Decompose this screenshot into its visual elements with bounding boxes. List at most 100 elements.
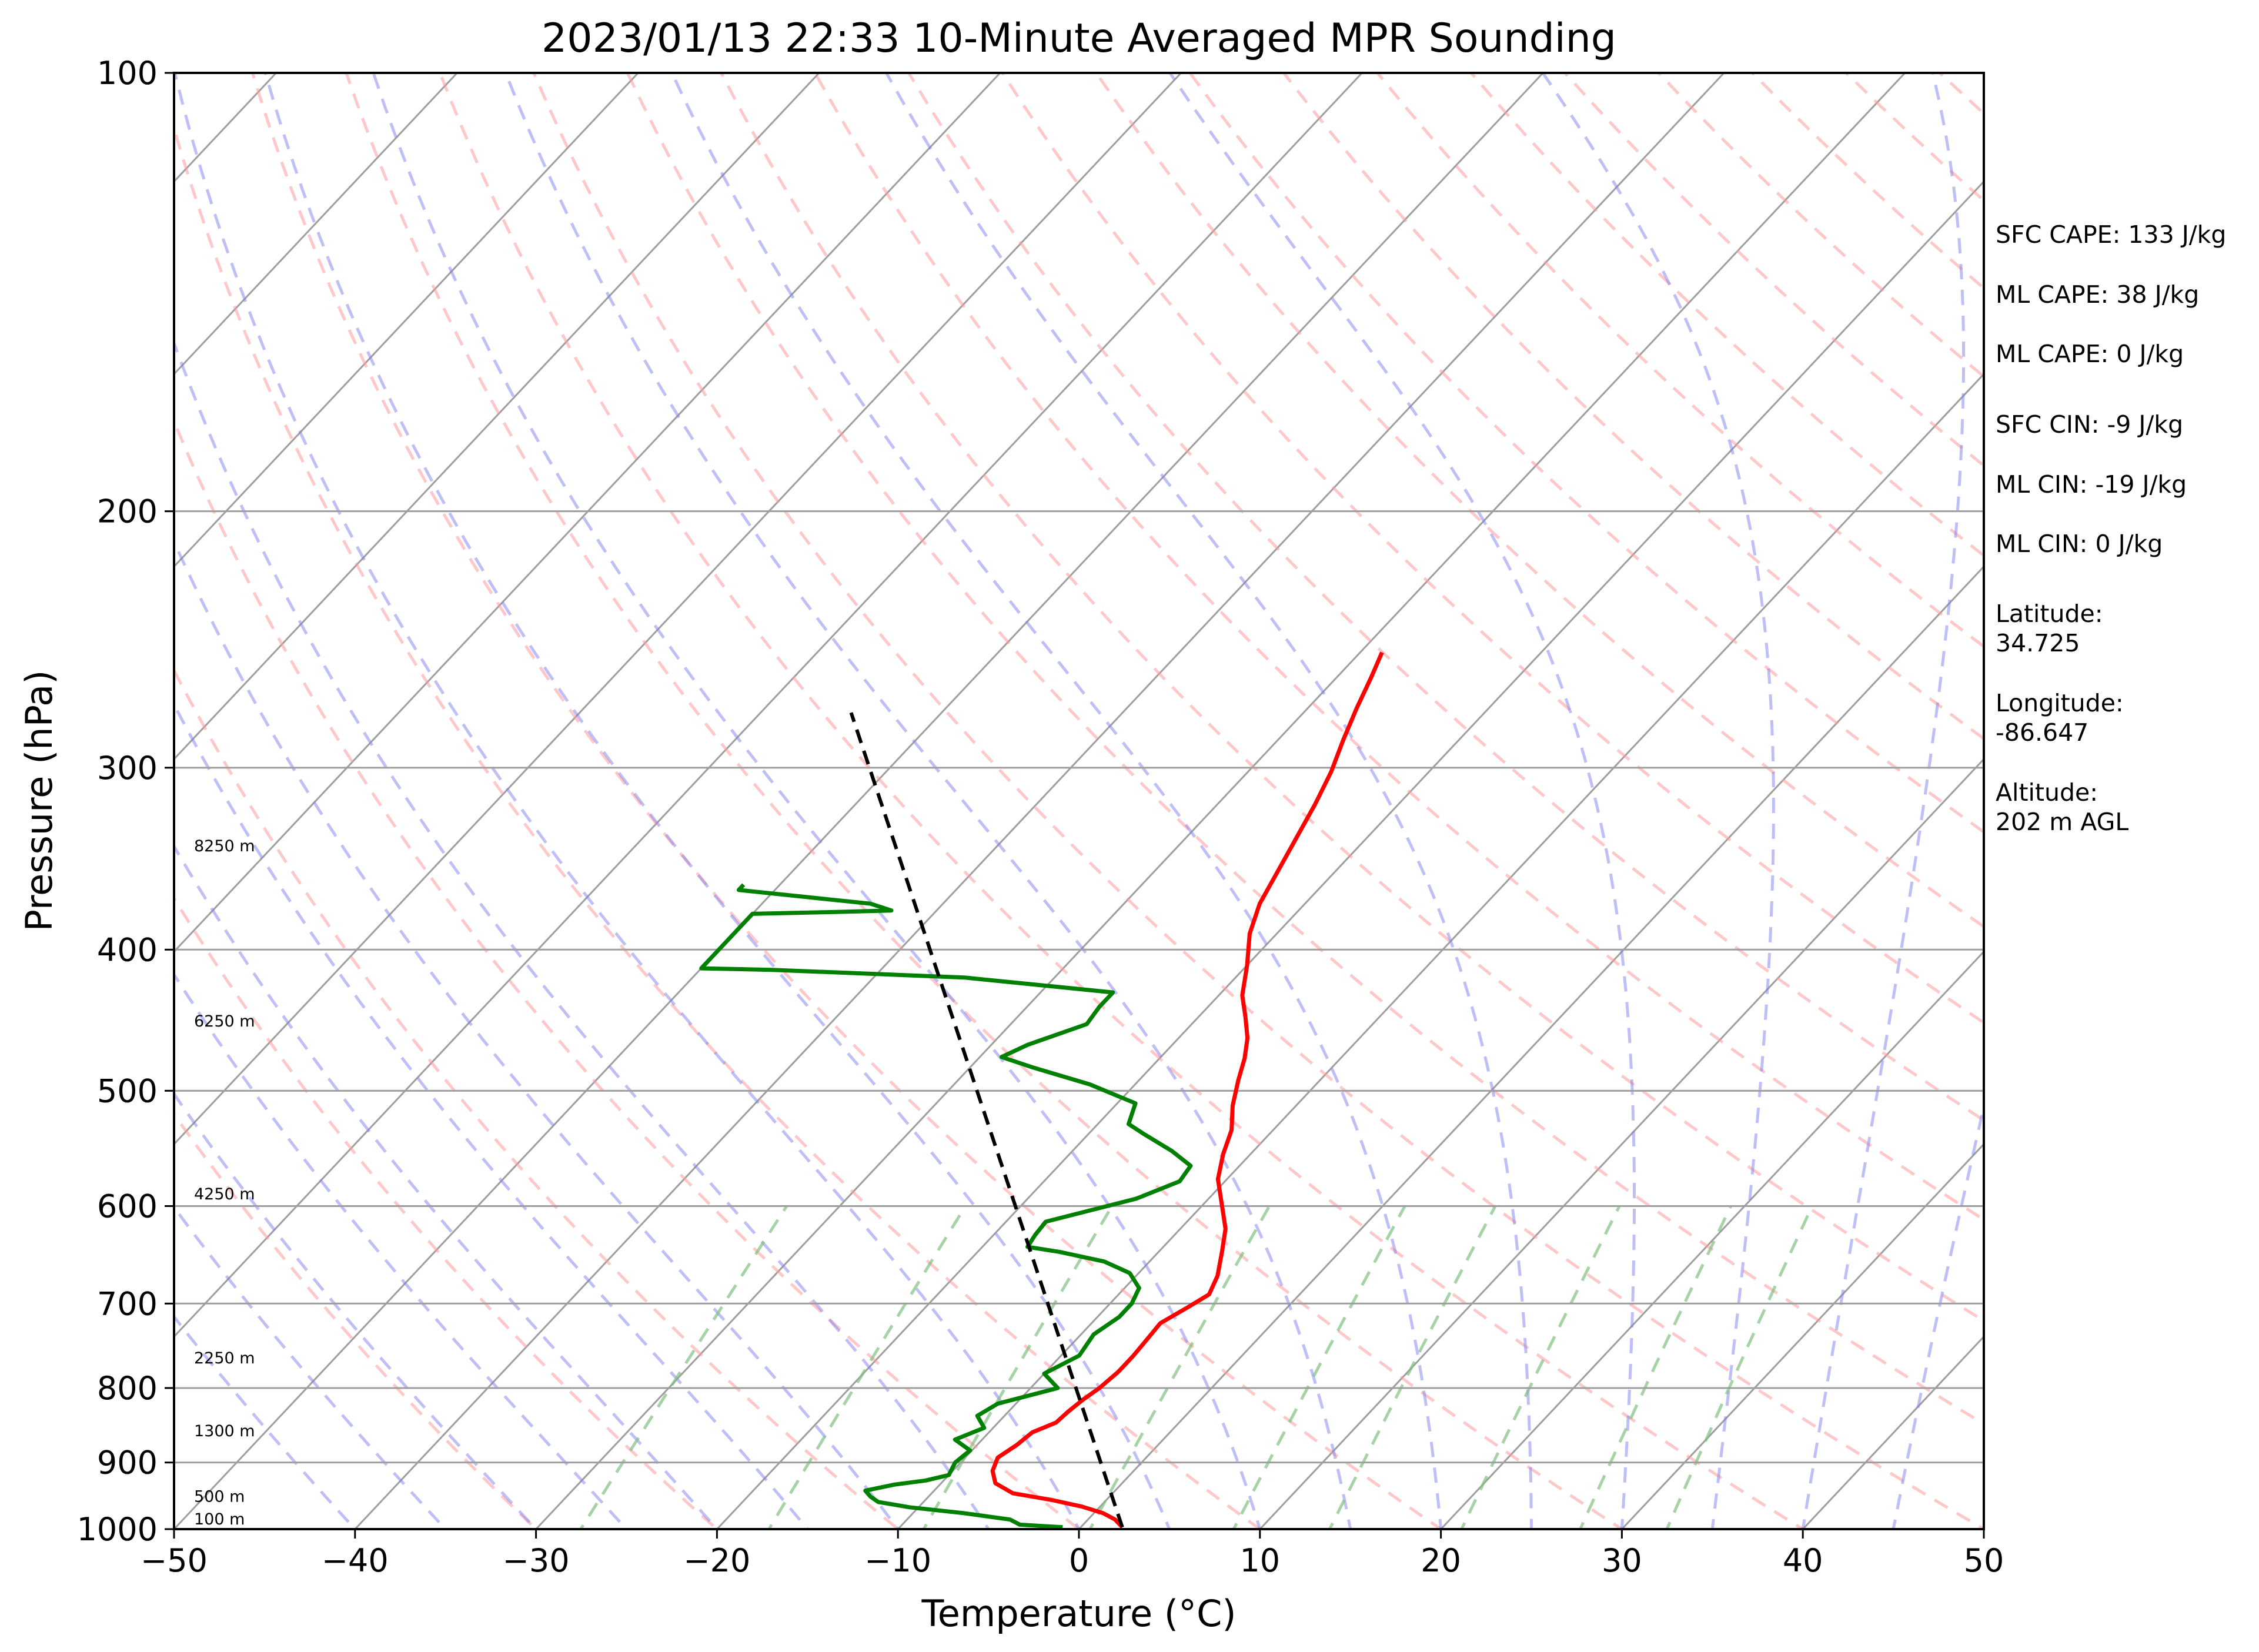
moist-adiabat-line	[504, 73, 1352, 1529]
y-axis-ticks: 1000 900 800 700 600 500 400 300 200 100	[77, 55, 174, 1548]
isotherm-line	[1077, 565, 1984, 1529]
y-axis-label: Pressure (hPa)	[18, 670, 61, 932]
moist-adiabat-line	[174, 701, 810, 1529]
y-tick-label: 100	[97, 55, 158, 92]
y-tick-label: 500	[97, 1072, 158, 1109]
sfc-cape-text: SFC CAPE: 133 J/kg	[1996, 220, 2226, 249]
dry-adiabat-line	[174, 417, 1082, 1529]
moist-adiabat-line	[174, 538, 900, 1529]
latitude-value: 34.725	[1996, 629, 2080, 657]
ml-cin-text: ML CIN: -19 J/kg	[1996, 470, 2187, 499]
x-axis-label: Temperature (°C)	[921, 1592, 1236, 1635]
dry-adiabat-line	[174, 123, 1263, 1529]
x-tick-label: −30	[503, 1542, 570, 1579]
dry-adiabat-line	[250, 73, 1443, 1529]
moist-adiabat-line	[174, 1314, 357, 1529]
isotherm-line	[716, 180, 1984, 1529]
x-tick-label: 50	[1964, 1542, 2004, 1579]
temperature-line	[990, 651, 1384, 1529]
mixing-ratio-line	[1460, 1205, 1621, 1529]
x-tick-label: 40	[1783, 1542, 1823, 1579]
x-axis-ticks: −50 −40 −30 −20 −10 0 10 20 30 40 50	[141, 1529, 2004, 1579]
height-label: 8250 m	[194, 837, 255, 855]
moist-adiabat-line	[1541, 73, 1775, 1529]
moist-adiabat-line	[174, 972, 629, 1529]
isotherm-line	[174, 73, 1001, 953]
dry-adiabat-line	[174, 1112, 539, 1529]
moist-adiabat-line	[372, 73, 1262, 1529]
isotherm-line	[174, 73, 1545, 1529]
ml-cin-2-text: ML CIN: 0 J/kg	[1996, 530, 2163, 558]
isotherm-line	[897, 373, 1984, 1529]
moist-adiabat-line	[174, 1205, 448, 1529]
dry-adiabat-line	[438, 73, 1806, 1529]
x-tick-label: 20	[1421, 1542, 1461, 1579]
ml-cape-2-text: ML CAPE: 0 J/kg	[1996, 340, 2184, 368]
moist-adiabat-line	[174, 1091, 539, 1529]
moist-adiabat-line	[1892, 1100, 1984, 1529]
moist-adiabat-line	[263, 73, 1171, 1529]
isotherm-line	[1620, 1142, 1984, 1529]
longitude-value: -86.647	[1996, 718, 2088, 747]
isotherm-line	[1258, 758, 1984, 1529]
y-tick-label: 400	[97, 931, 158, 968]
dry-adiabat-line	[174, 895, 720, 1529]
mixing-ratio-line	[1328, 1205, 1497, 1529]
dewpoint-line	[699, 883, 1193, 1529]
mixing-ratio-line	[922, 1205, 1114, 1529]
height-label: 1300 m	[194, 1422, 255, 1440]
moist-adiabat-line	[670, 73, 1443, 1529]
altitude-value: 202 m AGL	[1996, 808, 2128, 836]
y-tick-label: 1000	[77, 1511, 158, 1548]
moist-adiabat-line	[1801, 73, 1966, 1529]
x-tick-label: −10	[864, 1542, 931, 1579]
y-tick-label: 700	[97, 1285, 158, 1322]
latitude-label: Latitude:	[1996, 600, 2103, 628]
x-tick-label: −40	[322, 1542, 389, 1579]
longitude-label: Longitude:	[1996, 689, 2124, 717]
sfc-cin-text: SFC CIN: -9 J/kg	[1996, 410, 2183, 439]
isotherm-line	[174, 73, 1182, 1146]
chart-title: 2023/01/13 22:33 10-Minute Averaged MPR …	[542, 15, 1616, 62]
mixing-ratio-line	[1232, 1205, 1406, 1529]
isotherm-line	[353, 73, 1726, 1529]
height-label: 100 m	[194, 1510, 245, 1529]
moist-adiabat-line	[174, 843, 719, 1529]
moist-adiabat-line	[174, 339, 991, 1529]
y-tick-label: 900	[97, 1444, 158, 1482]
isotherm-line	[174, 73, 1364, 1338]
isotherm-line	[534, 73, 1906, 1529]
isotherm-line	[1439, 950, 1984, 1529]
x-tick-label: −20	[683, 1542, 750, 1579]
y-tick-label: 200	[97, 493, 158, 530]
mixing-ratio-line	[1578, 1205, 1732, 1529]
height-labels: 8250 m 6250 m 4250 m 2250 m 1300 m 500 m 100 m	[194, 837, 255, 1529]
height-label: 500 m	[194, 1488, 245, 1506]
x-tick-label: 10	[1239, 1542, 1280, 1579]
y-tick-label: 600	[97, 1188, 158, 1225]
moist-adiabat-line	[1168, 73, 1636, 1529]
height-label: 6250 m	[194, 1012, 255, 1031]
profile-lines	[699, 651, 1384, 1529]
x-tick-label: 0	[1069, 1542, 1089, 1579]
altitude-label: Altitude:	[1996, 778, 2098, 807]
dry-adiabat-line	[532, 73, 1984, 1529]
mixing-ratio-line	[767, 1205, 967, 1529]
height-label: 2250 m	[194, 1349, 255, 1367]
parcel-line	[849, 712, 1124, 1528]
isotherm-line	[174, 73, 459, 376]
background-lines	[174, 73, 1984, 1529]
x-tick-label: −50	[141, 1542, 208, 1579]
height-label: 4250 m	[194, 1185, 255, 1203]
dry-adiabat-line	[174, 667, 901, 1529]
isotherm-line	[174, 73, 821, 761]
x-tick-label: 30	[1602, 1542, 1642, 1579]
moist-adiabat-line	[174, 73, 1081, 1529]
y-tick-label: 800	[97, 1370, 158, 1407]
ml-cape-text: ML CAPE: 38 J/kg	[1996, 280, 2199, 309]
y-tick-label: 300	[97, 750, 158, 787]
pressure-gridlines	[174, 72, 1984, 1530]
isotherm-line	[174, 73, 640, 568]
dry-adiabat-line	[345, 73, 1625, 1529]
